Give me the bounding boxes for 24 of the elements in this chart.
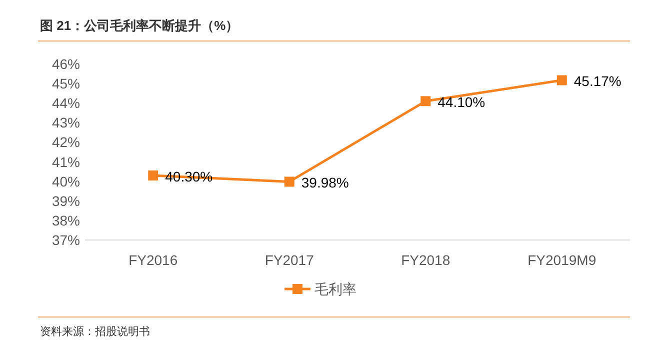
y-tick-label: 41% (52, 154, 80, 170)
x-tick-label: FY2018 (401, 252, 450, 268)
data-label: 45.17% (574, 73, 622, 90)
y-tick-label: 38% (52, 212, 80, 228)
legend-label: 毛利率 (314, 281, 356, 297)
y-tick-label: 46% (52, 56, 80, 72)
text: 资料来源：招股说明书 (40, 325, 150, 338)
y-tick-label: 39% (52, 192, 80, 209)
data-label: 44.10% (438, 94, 486, 110)
x-tick-label: FY2019M9 (528, 252, 596, 268)
point (556, 75, 567, 86)
point (284, 176, 294, 187)
y-tick-label: 40% (52, 173, 80, 190)
y-tick-label: 37% (52, 232, 80, 248)
data-label: 39.98% (301, 174, 349, 191)
x-tick-label: FY2017 (264, 252, 314, 268)
y-tick-label: 44% (52, 95, 80, 112)
y-tick-label: 42% (52, 134, 80, 150)
point (148, 170, 158, 180)
point (420, 96, 431, 106)
y-tick-label: 45% (52, 76, 80, 92)
y-tick-label: 43% (52, 114, 80, 131)
x-tick-label: FY2016 (128, 252, 178, 268)
chart-title: 图 21：公司毛利率不断提升（%） (40, 18, 239, 33)
